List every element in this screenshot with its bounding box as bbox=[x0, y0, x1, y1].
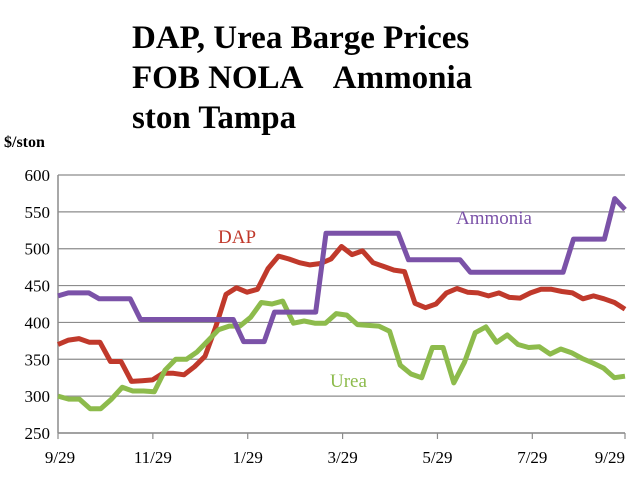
chart-title-line-3: ston Tampa bbox=[132, 100, 297, 136]
x-tick-label-2: 1/29 bbox=[233, 448, 263, 467]
y-tick-label-400: 400 bbox=[25, 313, 51, 332]
series-line-ammonia bbox=[57, 196, 627, 345]
x-tick-label-0: 9/29 bbox=[45, 448, 75, 467]
y-axis-unit-label: $/ston bbox=[4, 134, 45, 151]
x-tick-label-6: 9/29 bbox=[595, 448, 625, 467]
series-label-dap: DAP bbox=[218, 227, 256, 248]
y-tick-label-550: 550 bbox=[25, 203, 51, 222]
y-tick-label-300: 300 bbox=[25, 387, 51, 406]
x-tick-label-5: 7/29 bbox=[517, 448, 547, 467]
y-tick-label-500: 500 bbox=[25, 240, 51, 259]
chart-title-line-2: FOB NOLA Ammonia bbox=[132, 60, 473, 96]
x-tick-label-4: 5/29 bbox=[422, 448, 452, 467]
x-tick-label-3: 3/29 bbox=[327, 448, 357, 467]
y-tick-label-600: 600 bbox=[25, 166, 51, 185]
series-label-ammonia: Ammonia bbox=[456, 208, 533, 229]
chart-title: DAP, Urea Barge Prices FOB NOLA Ammonia … bbox=[132, 18, 612, 138]
series-line-urea bbox=[57, 298, 626, 412]
y-tick-label-350: 350 bbox=[25, 350, 51, 369]
series-line-dap bbox=[57, 244, 627, 384]
x-tick-label-1: 11/29 bbox=[134, 448, 172, 467]
chart-title-line-1: DAP, Urea Barge Prices bbox=[132, 20, 470, 56]
series-label-urea: Urea bbox=[330, 371, 367, 392]
y-tick-label-250: 250 bbox=[25, 424, 51, 443]
y-tick-label-450: 450 bbox=[25, 277, 51, 296]
